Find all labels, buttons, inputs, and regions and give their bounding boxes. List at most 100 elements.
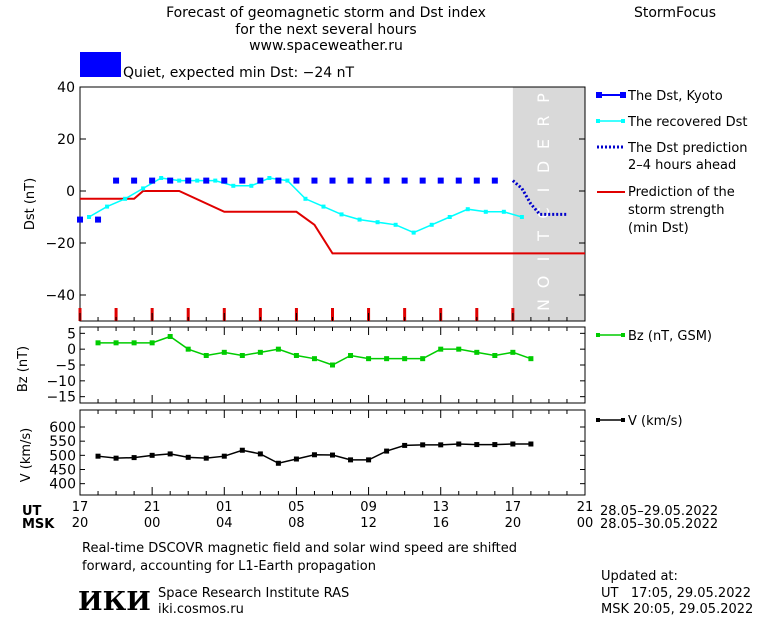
dst-recovered-point (429, 222, 434, 227)
dst-kyoto-point (257, 177, 264, 184)
bz-point (131, 340, 137, 346)
msk-tick-label: 00 (144, 516, 161, 531)
dst-recovered-point (501, 209, 506, 214)
speed-point (95, 453, 101, 459)
prediction-letter: D (534, 161, 553, 173)
prediction-letter: O (534, 276, 553, 289)
dst-recovered-point (375, 220, 380, 225)
storm-marker (186, 308, 190, 321)
speed-point (366, 457, 372, 463)
dst-y-tick-label: −20 (45, 236, 75, 252)
dst-kyoto-point (347, 177, 354, 184)
bz-y-tick-label: 5 (67, 326, 76, 342)
msk-tick-label: 12 (360, 516, 377, 531)
legend-storm-label1: Prediction of the (628, 185, 735, 200)
bz-point (275, 346, 281, 352)
dst-kyoto-point (239, 177, 246, 184)
speed-point (185, 454, 191, 460)
status-color-box (80, 52, 121, 77)
prediction-band (512, 87, 585, 321)
legend-speed: V (km/s) (596, 414, 683, 429)
updated-label: Updated at: (601, 569, 678, 584)
dst-kyoto-point (365, 177, 372, 184)
msk-tick-label: 16 (432, 516, 449, 531)
dst-recovered-point (393, 222, 398, 227)
ut-axis-label: UT (22, 504, 42, 519)
speed-point (348, 457, 354, 463)
dst-kyoto-point (167, 177, 174, 184)
speed-y-tick-label: 550 (49, 434, 76, 450)
speed-y-tick-label: 500 (49, 448, 76, 464)
legend-dst-kyoto-label: The Dst, Kyoto (627, 89, 723, 104)
dst-recovered-point (303, 196, 308, 201)
bz-y-axis: 50−5−10−15 (46, 326, 585, 406)
footer-note-line1: Real-time DSCOVR magnetic field and sola… (82, 541, 517, 556)
bz-point (113, 340, 119, 346)
updated-msk: MSK 20:05, 29.05.2022 (601, 602, 753, 617)
dst-recovered-point (123, 196, 128, 201)
bz-point (221, 349, 227, 355)
dst-y-tick-label: −40 (45, 288, 75, 304)
speed-point (456, 441, 462, 447)
msk-tick-label: 08 (288, 516, 305, 531)
storm-marker (403, 308, 407, 321)
ut-tick-label: 01 (216, 500, 233, 515)
bz-y-tick-label: −5 (55, 358, 76, 374)
ut-tick-label: 21 (144, 500, 161, 515)
bz-point (474, 349, 480, 355)
dst-recovered-point (357, 217, 362, 222)
msk-tick-label: 04 (216, 516, 233, 531)
speed-point (203, 455, 209, 461)
bz-point (185, 346, 191, 352)
dst-recovered-point (465, 207, 470, 212)
storm-marker (258, 308, 262, 321)
ut-tick-label: 09 (360, 500, 377, 515)
legend-storm-label3: (min Dst) (628, 221, 689, 236)
dst-recovered-point (87, 215, 92, 219)
legend-dst-kyoto: The Dst, Kyoto (596, 89, 723, 104)
legend-bz-label: Bz (nT, GSM) (628, 329, 712, 344)
bz-axis-label: Bz (nT) (16, 346, 31, 392)
dst-recovered-point (339, 212, 344, 217)
prediction-letter: C (534, 207, 553, 218)
dst-kyoto-point (491, 177, 498, 184)
bz-marks (95, 334, 534, 368)
bz-y-tick-label: 0 (67, 342, 76, 358)
chart-title-line2: for the next several hours (235, 22, 416, 38)
speed-panel-frame (79, 409, 586, 496)
dst-kyoto-point (383, 177, 390, 184)
dst-kyoto-point (455, 177, 462, 184)
prediction-letter: N (534, 299, 553, 311)
dst-recovered-point (519, 215, 524, 219)
speed-point (239, 447, 245, 453)
bz-point (167, 334, 173, 339)
bz-point (456, 346, 462, 352)
dst-recovered-point (159, 176, 164, 180)
footer-note-line2: forward, accounting for L1-Earth propaga… (82, 559, 376, 574)
dst-y-tick-label: 40 (57, 80, 75, 96)
dst-kyoto-point (131, 177, 138, 184)
dst-kyoto-point (203, 177, 210, 184)
ut-date-range: 28.05–29.05.2022 (600, 504, 718, 519)
speed-axis-label: V (km/s) (19, 428, 34, 483)
prediction-letter: P (534, 93, 553, 103)
speed-point (257, 451, 263, 457)
dst-kyoto-point (473, 177, 480, 184)
speed-point (167, 451, 173, 457)
prediction-letter: R (534, 115, 553, 126)
speed-point (221, 453, 227, 459)
legend-bz: Bz (nT, GSM) (596, 329, 712, 344)
bz-y-tick-label: −15 (46, 390, 76, 406)
bz-point (528, 356, 534, 362)
msk-date-range: 28.05–30.05.2022 (600, 517, 718, 532)
dst-kyoto-point (419, 177, 426, 184)
dst-axis-label: Dst (nT) (23, 178, 38, 230)
legend-dst-recovered-label: The recovered Dst (627, 115, 747, 130)
speed-y-tick-label: 400 (49, 477, 76, 493)
bz-point (492, 353, 498, 358)
dst-recovered-point (447, 215, 452, 219)
updated-ut: UT 17:05, 29.05.2022 (601, 586, 751, 601)
dst-kyoto-point (329, 177, 336, 184)
msk-tick-label: 00 (577, 516, 594, 531)
